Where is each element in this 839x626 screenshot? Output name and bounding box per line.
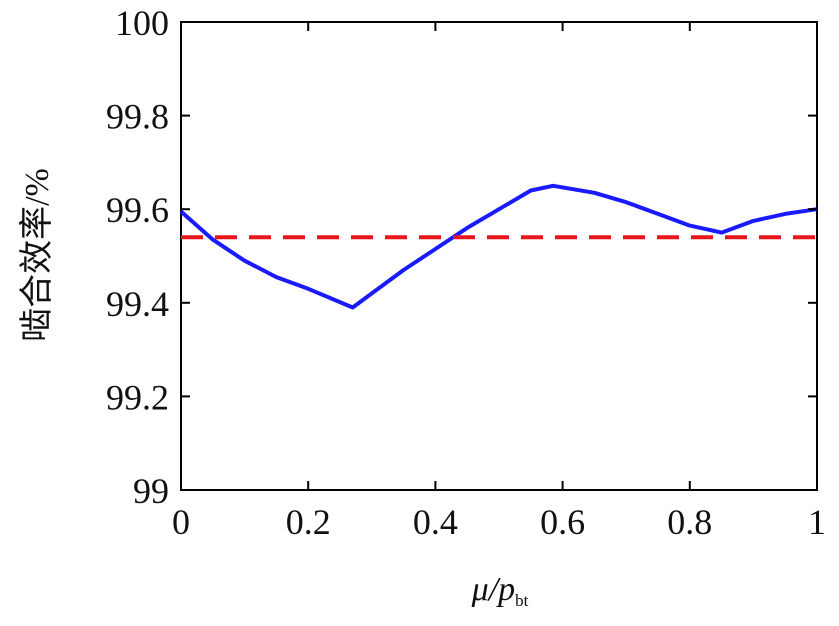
x-tick-label: 0.4 bbox=[413, 502, 458, 542]
y-axis-label: 啮合效率/% bbox=[18, 168, 56, 342]
x-tick-label: 1 bbox=[808, 502, 826, 542]
x-tick-label: 0.6 bbox=[540, 502, 585, 542]
y-tick-label: 99.8 bbox=[106, 97, 169, 137]
plot-area bbox=[180, 21, 818, 491]
x-tick-label: 0.2 bbox=[286, 502, 331, 542]
y-tick-label: 99.4 bbox=[106, 284, 169, 324]
ticks-layer: 0 0.2 0.4 0.6 0.8 1 99 99.2 99.4 99.6 99.8 100 bbox=[106, 3, 826, 542]
y-tick-label: 100 bbox=[115, 3, 169, 43]
y-tick-label: 99.2 bbox=[106, 377, 169, 417]
y-tick-label: 99.6 bbox=[106, 190, 169, 230]
x-axis-label-main: μ/p bbox=[471, 571, 516, 608]
y-tick-label: 99 bbox=[133, 471, 169, 511]
x-axis-label: μ/pbt bbox=[471, 571, 529, 610]
series-layer bbox=[179, 183, 818, 310]
series-line-solid bbox=[179, 183, 818, 310]
x-tick-label: 0 bbox=[172, 502, 190, 542]
x-tick-label: 0.8 bbox=[667, 502, 712, 542]
x-axis-label-subscript: bt bbox=[515, 591, 529, 610]
plot-frame bbox=[180, 21, 818, 491]
